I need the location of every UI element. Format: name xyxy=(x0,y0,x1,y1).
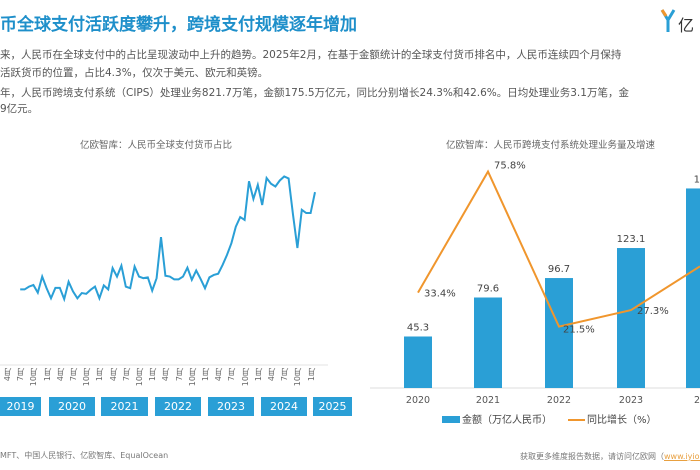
x-tick-label: 20 xyxy=(694,395,700,406)
more-data-note: 获取更多维度报告数据，请访问亿欧网（www.iyiou xyxy=(520,451,700,462)
month-tick-label: 7月 xyxy=(16,368,26,382)
left-chart-title: 亿欧智库：人民币全球支付货币占比 xyxy=(80,140,233,151)
month-tick-label: 7月 xyxy=(121,368,131,382)
month-tick-label: 10月 xyxy=(29,368,39,387)
legend-growth: 同比增长（%） xyxy=(587,413,657,426)
svg-text:亿: 亿 xyxy=(678,16,694,35)
paragraph-1-line-2: 活跃货币的位置，占比4.3%，仅次于美元、欧元和英镑。 xyxy=(0,67,269,79)
month-tick-label: 1月 xyxy=(201,368,210,382)
month-tick-label: 4月 xyxy=(3,368,12,382)
bar-value-label: 17 xyxy=(694,174,700,185)
month-tick-label: 7月 xyxy=(174,368,184,382)
more-data-text: 获取更多维度报告数据，请访问亿欧网（ xyxy=(520,452,664,461)
year-band-2023: 2023 xyxy=(208,397,254,416)
bar-2022 xyxy=(545,278,573,388)
month-tick-label: 4月 xyxy=(214,368,224,382)
bar-value-label: 79.6 xyxy=(477,283,499,294)
year-band-2020: 2020 xyxy=(49,397,95,416)
bar-2020 xyxy=(404,336,432,388)
month-tick-label: 1月 xyxy=(42,368,52,382)
x-tick-label: 2022 xyxy=(547,395,571,406)
month-tick-label: 7月 xyxy=(280,368,290,382)
bar-value-label: 45.3 xyxy=(407,322,429,333)
cips-bar-line-chart: 45.3 2020 79.6 2021 96.7 2022 123.1 2023 17 20 33.… xyxy=(370,161,700,426)
month-tick-label: 1月 xyxy=(306,368,316,382)
legend-amount: 金额（万亿人民币） xyxy=(462,413,552,426)
month-tick-label: 4月 xyxy=(267,368,276,382)
year-band-2022: 2022 xyxy=(155,397,201,416)
month-tick-label: 10月 xyxy=(293,368,303,387)
growth-value-label: 27.3% xyxy=(637,306,669,317)
bar-value-label: 96.7 xyxy=(548,264,570,275)
page-title: 币全球支付活跃度攀升，跨境支付规模逐年增加 xyxy=(0,15,357,35)
month-tick-label: 10月 xyxy=(240,368,250,387)
bar-2021 xyxy=(474,297,502,388)
year-band-2025: 2025 xyxy=(313,397,352,416)
month-tick-label: 1月 xyxy=(253,368,263,382)
month-tick-label: 7月 xyxy=(69,368,78,382)
month-tick-label: 1月 xyxy=(148,368,158,382)
share-series-line xyxy=(20,175,316,303)
growth-value-label: 21.5% xyxy=(563,325,595,336)
year-band-2024: 2024 xyxy=(261,397,307,416)
bar-2023 xyxy=(617,248,645,388)
month-tick-label: 4月 xyxy=(161,368,171,382)
x-tick-label: 2020 xyxy=(406,395,430,406)
paragraph-2-line-1: 年，人民币跨境支付系统（CIPS）处理业务821.7万笔，金额175.5万亿元，… xyxy=(0,87,629,99)
growth-value-label: 75.8% xyxy=(494,161,526,172)
x-tick-label: 2021 xyxy=(476,395,500,406)
logo-icon: 亿 xyxy=(660,9,694,35)
growth-line xyxy=(417,169,700,328)
year-band-2021: 2021 xyxy=(101,397,148,416)
legend-bar-swatch xyxy=(442,416,460,423)
year-band-2019: 2019 xyxy=(0,397,41,416)
source-note: MFT、中国人民银行、亿欧智库、EqualOcean xyxy=(0,451,169,460)
bar-value-label: 123.1 xyxy=(617,234,646,245)
rmb-share-line-chart xyxy=(0,175,328,366)
month-tick-label: 7月 xyxy=(227,368,237,382)
month-tick-label: 10月 xyxy=(82,368,92,387)
month-tick-label: 4月 xyxy=(108,368,118,382)
month-tick-label: 1月 xyxy=(95,368,105,382)
website-link[interactable]: www.iyiou xyxy=(664,452,700,461)
paragraph-2-line-2: 9亿元。 xyxy=(0,103,39,115)
month-tick-label: 4月 xyxy=(55,368,65,382)
month-tick-label: 10月 xyxy=(135,368,144,387)
x-tick-label: 2023 xyxy=(619,395,643,406)
right-chart-title: 亿欧智库：人民币跨境支付系统处理业务量及增速 xyxy=(446,140,656,151)
growth-value-label: 33.4% xyxy=(424,289,456,300)
month-tick-label: 10月 xyxy=(187,368,197,387)
brand-logo: 亿 xyxy=(660,6,700,36)
bar-20 xyxy=(686,188,700,388)
paragraph-1-line-1: 来，人民币在全球支付中的占比呈现波动中上升的趋势。2025年2月，在基于金额统计… xyxy=(0,49,622,61)
